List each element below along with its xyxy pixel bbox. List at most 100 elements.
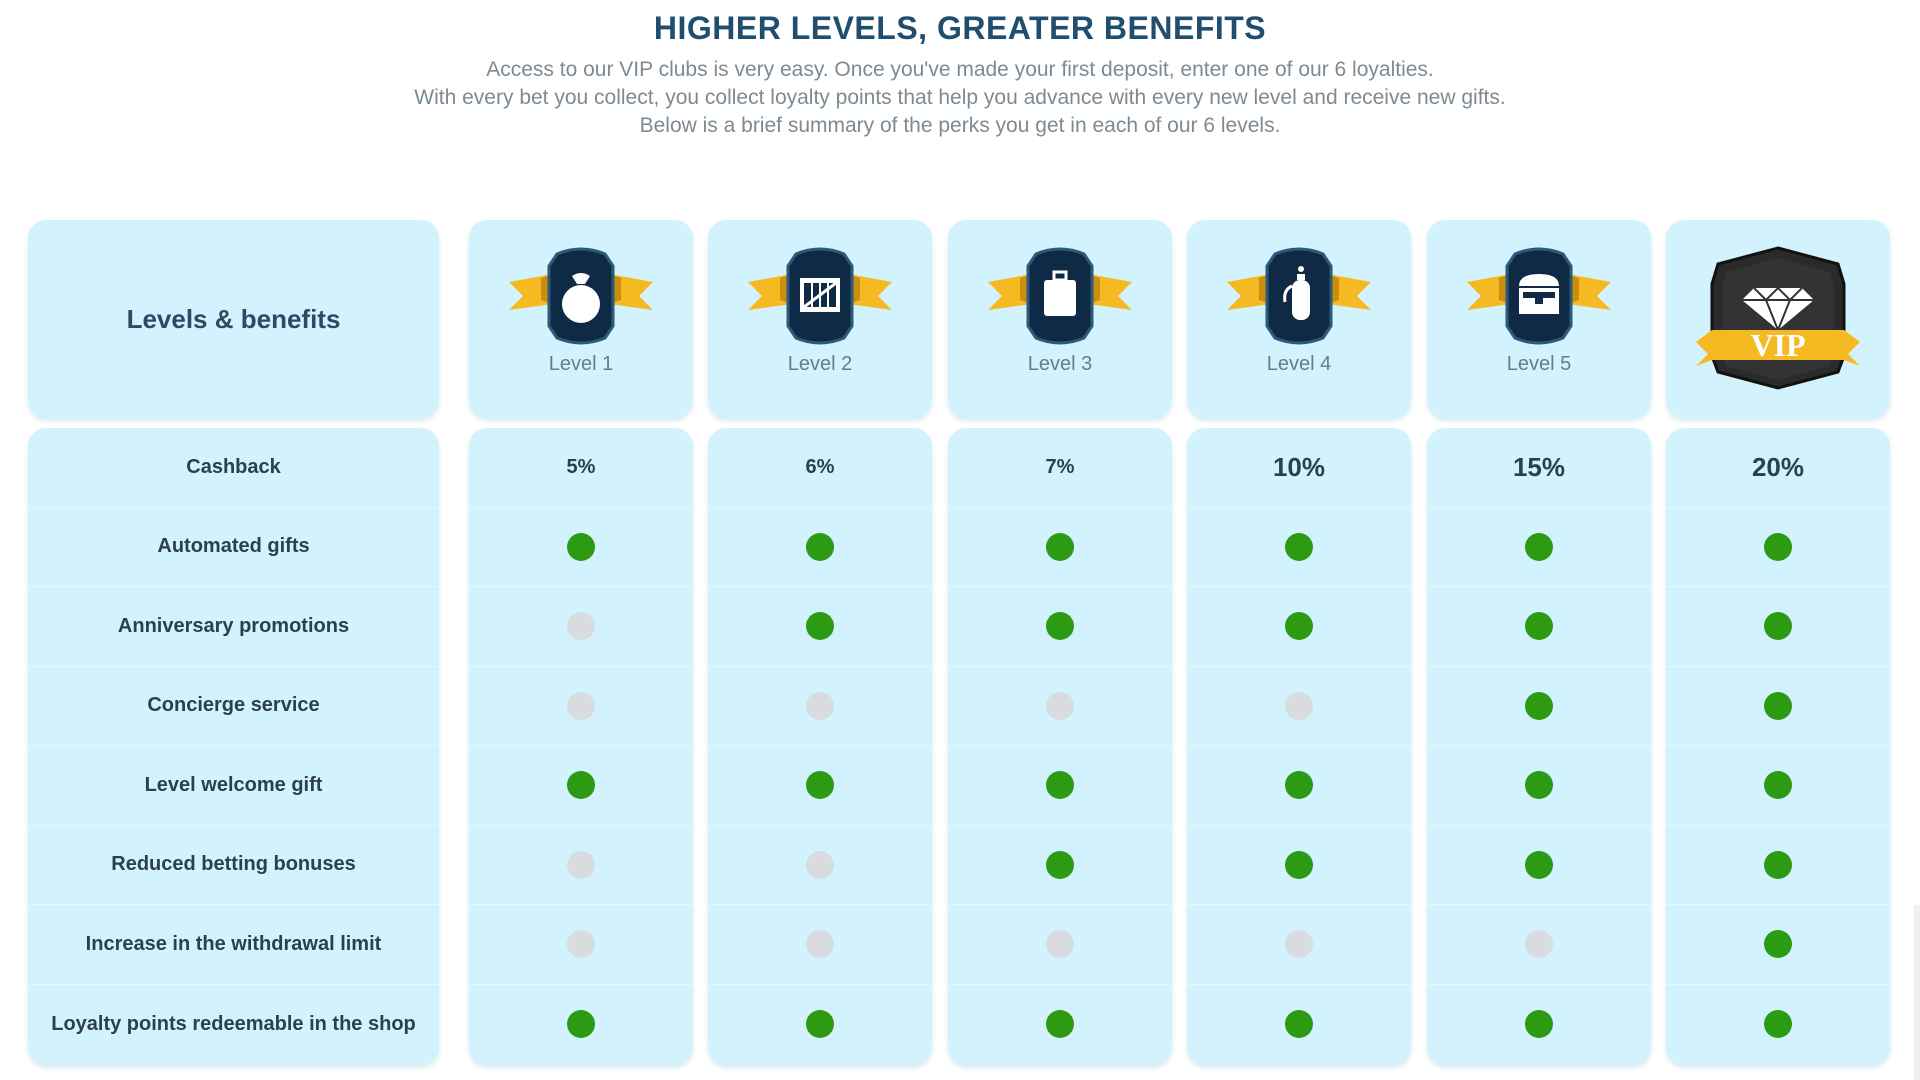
subtitle-line: With every bet you collect, you collect … [414, 86, 1506, 109]
benefit-included-indicator [1764, 850, 1792, 879]
benefit-included-indicator [1525, 532, 1553, 561]
level-benefits: 10% [1187, 428, 1411, 1065]
benefit-label: Anniversary promotions [117, 614, 350, 637]
benefit-included-indicator [1046, 771, 1074, 800]
vip-badge-text: VIP [1750, 327, 1805, 363]
benefit-included-indicator [1525, 850, 1553, 879]
benefit-included-indicator [806, 1010, 834, 1039]
benefit-cell [469, 587, 693, 667]
benefit-cell [948, 508, 1172, 587]
benefit-cell [1666, 826, 1890, 905]
benefit-cell [1187, 587, 1411, 667]
level-column-6: VIP 20% [1666, 220, 1890, 1065]
benefit-excluded-indicator [1285, 930, 1313, 959]
benefit-cell [469, 985, 693, 1065]
level-label: Level 5 [1506, 353, 1572, 375]
benefits-list: Cashback Automated gifts Anniversary pro… [28, 428, 439, 1065]
benefit-cell [1187, 667, 1411, 746]
oxygen-tank-icon [1187, 242, 1411, 352]
benefit-excluded-indicator [567, 612, 595, 641]
benefit-included-indicator [1525, 1010, 1553, 1039]
money-bag-icon [469, 242, 693, 352]
benefit-cell [469, 667, 693, 746]
level-benefits: 20% [1666, 428, 1890, 1065]
benefit-excluded-indicator [1285, 691, 1313, 720]
benefit-cell [708, 508, 932, 587]
benefit-label: Concierge service [147, 694, 320, 717]
level-header-card: Level 4 [1187, 220, 1411, 418]
benefit-row-reduced-betting-bonuses: Reduced betting bonuses [28, 826, 439, 905]
benefit-label: Automated gifts [157, 535, 310, 558]
benefit-cell [1427, 905, 1651, 985]
level-label: Level 4 [1266, 353, 1332, 375]
benefit-label: Increase in the withdrawal limit [85, 932, 382, 955]
level-column-2: Level 2 6% [708, 220, 932, 1065]
benefit-included-indicator [1285, 532, 1313, 561]
cashback-value: 15% [1512, 451, 1566, 482]
benefit-included-indicator [1525, 612, 1553, 641]
benefit-cell [1666, 985, 1890, 1065]
benefit-cell [469, 746, 693, 826]
benefit-row-concierge-service: Concierge service [28, 667, 439, 746]
benefit-cell [708, 667, 932, 746]
benefit-cell [1666, 587, 1890, 667]
level-column-1: Level 1 5% [469, 220, 693, 1065]
benefit-excluded-indicator [567, 850, 595, 879]
benefit-cell [1187, 826, 1411, 905]
benefit-label: Loyalty points redeemable in the shop [51, 1012, 416, 1035]
benefit-excluded-indicator [806, 691, 834, 720]
benefit-included-indicator [1046, 612, 1074, 641]
benefit-cell [1666, 746, 1890, 826]
benefit-cell [948, 826, 1172, 905]
benefit-excluded-indicator [1046, 930, 1074, 959]
cashback-value: 20% [1751, 451, 1805, 482]
benefit-cell [708, 587, 932, 667]
level-header-card: Level 5 [1427, 220, 1651, 418]
level-column-3: Level 3 7% [948, 220, 1172, 1065]
benefit-included-indicator [1285, 850, 1313, 879]
benefit-row-loyalty-points: Loyalty points redeemable in the shop [28, 985, 439, 1065]
cashback-cell: 5% [469, 428, 693, 508]
cashback-cell: 7% [948, 428, 1172, 508]
cashback-cell: 20% [1666, 428, 1890, 508]
benefit-included-indicator [567, 532, 595, 561]
benefit-cell [1427, 667, 1651, 746]
benefit-cell [1187, 905, 1411, 985]
benefit-cell [948, 746, 1172, 826]
cashback-value: 6% [805, 455, 835, 478]
benefit-excluded-indicator [567, 930, 595, 959]
benefit-row-automated-gifts: Automated gifts [28, 508, 439, 587]
benefit-included-indicator [1285, 1010, 1313, 1039]
benefit-included-indicator [1525, 691, 1553, 720]
benefit-excluded-indicator [567, 691, 595, 720]
level-benefits: 5% [469, 428, 693, 1065]
benefit-included-indicator [1764, 930, 1792, 959]
benefits-column: Levels & benefits Cashback Automated gif… [28, 220, 439, 1065]
benefit-included-indicator [1285, 612, 1313, 641]
benefit-cell [1427, 985, 1651, 1065]
page-subtitle: Access to our VIP clubs is very easy. On… [0, 56, 1920, 140]
benefit-excluded-indicator [806, 930, 834, 959]
benefit-included-indicator [1764, 532, 1792, 561]
scrollbar[interactable] [1914, 905, 1920, 1080]
benefit-cell [708, 746, 932, 826]
benefit-row-anniversary-promotions: Anniversary promotions [28, 587, 439, 667]
benefit-cell [1187, 985, 1411, 1065]
benefit-label: Reduced betting bonuses [111, 853, 356, 876]
benefit-included-indicator [806, 771, 834, 800]
level-header-card: Level 1 [469, 220, 693, 418]
cashback-value: 10% [1272, 451, 1326, 482]
level-header-card: Level 3 [948, 220, 1172, 418]
benefit-cell [1427, 587, 1651, 667]
level-column-4: Level 4 10% [1187, 220, 1411, 1065]
benefit-cell [1187, 746, 1411, 826]
crate-icon [708, 242, 932, 352]
benefit-row-withdrawal-limit: Increase in the withdrawal limit [28, 905, 439, 985]
benefit-cell [1427, 746, 1651, 826]
benefit-cell [469, 905, 693, 985]
benefit-included-indicator [806, 612, 834, 641]
benefit-row-cashback: Cashback [28, 428, 439, 508]
benefit-cell [708, 826, 932, 905]
benefit-cell [1427, 826, 1651, 905]
benefit-excluded-indicator [1525, 930, 1553, 959]
